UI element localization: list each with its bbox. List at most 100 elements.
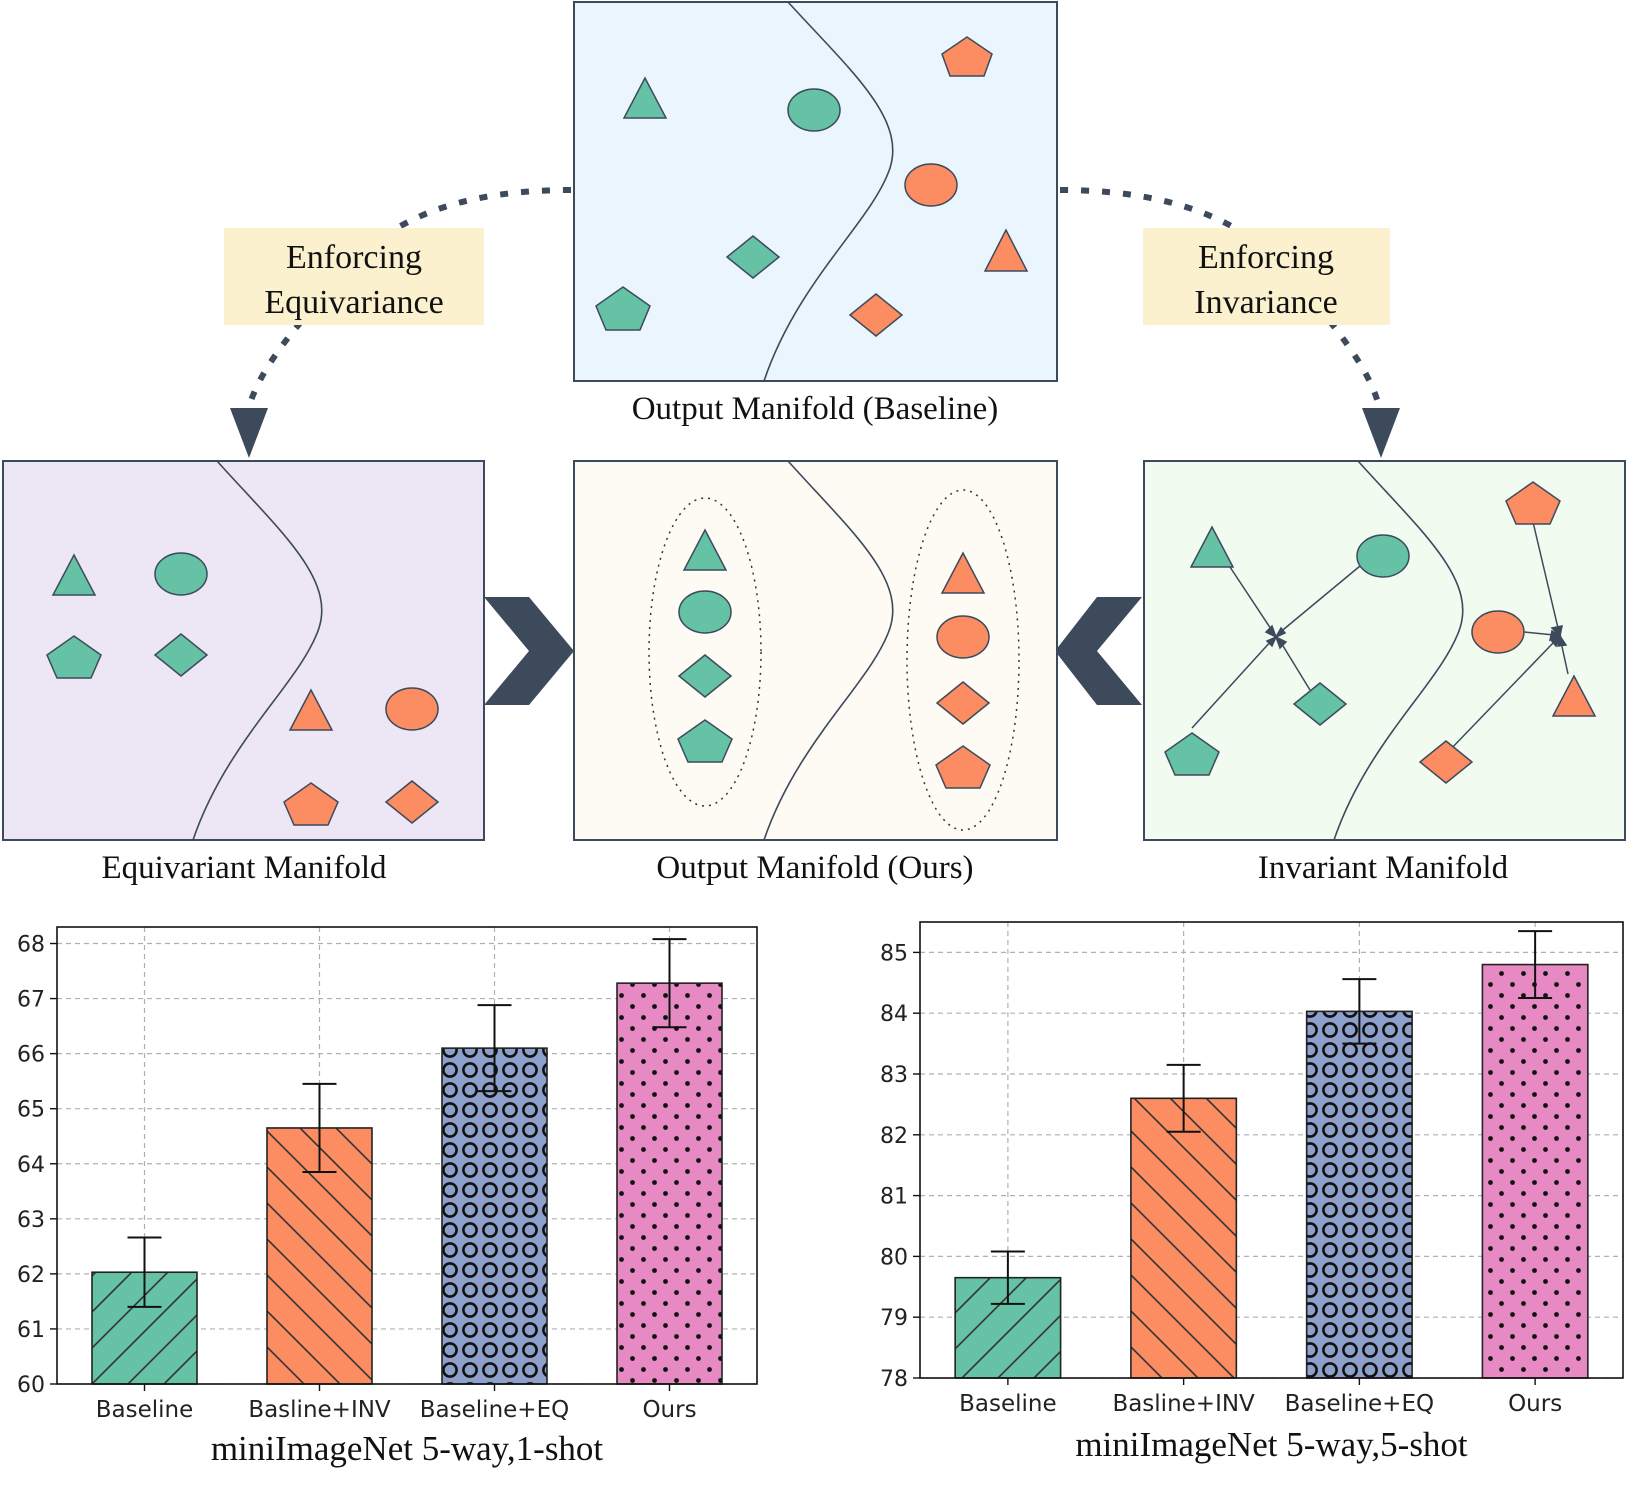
y-tick-label: 61 bbox=[17, 1318, 45, 1343]
error-bar-1 bbox=[990, 1250, 1025, 1305]
x-tick-label: Baseline+EQ bbox=[1285, 1391, 1434, 1417]
teal-pentagon-shape bbox=[677, 719, 733, 763]
ours-decision-boundary bbox=[763, 460, 894, 841]
equivariant-panel-label: Equivariant Manifold bbox=[101, 850, 387, 886]
y-tick-label: 82 bbox=[880, 1124, 908, 1149]
ours-manifold-panel bbox=[573, 460, 1058, 841]
bar-3-hatch bbox=[1305, 1010, 1413, 1379]
bar-4-hatch bbox=[1481, 963, 1589, 1379]
y-tick-label: 85 bbox=[880, 941, 908, 966]
error-bar-3 bbox=[1342, 978, 1377, 1045]
x-tick-label: Baseline bbox=[959, 1391, 1057, 1417]
left-chevron-arrow bbox=[1055, 597, 1142, 705]
y-tick-label: 68 bbox=[17, 933, 45, 958]
teal-diamond-shape bbox=[153, 633, 209, 677]
error-bar-4 bbox=[652, 938, 687, 1029]
teal-triangle-shape bbox=[682, 528, 728, 571]
bar-4-hatch bbox=[616, 982, 723, 1385]
baseline-manifold-panel bbox=[573, 1, 1058, 382]
invariance-label-line2: Invariance bbox=[1194, 284, 1337, 321]
error-bar-3 bbox=[477, 1004, 512, 1093]
teal-pentagon-shape bbox=[46, 635, 102, 679]
orange-circle-shape bbox=[904, 163, 958, 207]
error-bar-1 bbox=[127, 1236, 162, 1308]
orange-pentagon-shape bbox=[283, 782, 339, 826]
orange-pentagon-shape bbox=[941, 36, 993, 77]
teal-triangle-shape bbox=[51, 553, 97, 596]
orange-circle-shape bbox=[385, 687, 439, 731]
orange-circle-shape bbox=[936, 615, 990, 659]
orange-diamond-shape bbox=[1418, 740, 1474, 784]
y-tick-label: 60 bbox=[17, 1373, 45, 1398]
teal-diamond-shape bbox=[677, 654, 733, 698]
invariance-label-line1: Enforcing bbox=[1198, 239, 1334, 276]
teal-cluster-outline bbox=[648, 497, 762, 807]
orange-triangle-shape bbox=[983, 228, 1029, 272]
orange-diamond-shape bbox=[935, 681, 991, 725]
teal-circle-shape bbox=[787, 88, 841, 132]
orange-triangle-shape bbox=[1551, 674, 1597, 717]
baseline-panel-label: Output Manifold (Baseline) bbox=[632, 391, 999, 427]
teal-pentagon-shape bbox=[1164, 732, 1220, 776]
invariance-label-box: Enforcing Invariance bbox=[1143, 228, 1390, 325]
y-tick-label: 83 bbox=[880, 1063, 908, 1088]
teal-pentagon-shape bbox=[595, 286, 651, 331]
y-tick-label: 63 bbox=[17, 1208, 45, 1233]
y-tick-label: 65 bbox=[17, 1098, 45, 1123]
orange-cluster-outline bbox=[906, 489, 1020, 831]
orange-pentagon-shape bbox=[935, 745, 991, 789]
orange-pentagon-shape bbox=[1505, 481, 1561, 525]
ours-panel-label: Output Manifold (Ours) bbox=[656, 850, 973, 886]
equivariance-label-box: Enforcing Equivariance bbox=[224, 228, 484, 325]
orange-convergence-arrows bbox=[1447, 521, 1569, 753]
y-tick-label: 62 bbox=[17, 1263, 45, 1288]
y-tick-label: 80 bbox=[880, 1245, 908, 1270]
equivariant-decision-boundary bbox=[192, 460, 323, 841]
axes-frame bbox=[919, 921, 1624, 1379]
equivariance-label-line1: Enforcing bbox=[286, 239, 422, 276]
equivariance-arrowhead bbox=[230, 408, 268, 458]
teal-convergence-arrows bbox=[1191, 565, 1361, 729]
orange-triangle-shape bbox=[940, 551, 986, 594]
equivariant-manifold-panel bbox=[2, 460, 485, 841]
invariant-manifold-panel bbox=[1143, 460, 1626, 841]
teal-triangle-shape bbox=[1189, 525, 1235, 568]
orange-diamond-shape bbox=[384, 780, 440, 824]
chart-1-shot: 60 61 62 63 64 65 66 67 68 Baseline Basline+INV Bas… bbox=[17, 926, 758, 1468]
y-tick-label: 81 bbox=[880, 1185, 908, 1210]
y-tick-label: 78 bbox=[880, 1367, 908, 1392]
teal-circle-shape bbox=[1356, 534, 1410, 578]
invariant-panel-label: Invariant Manifold bbox=[1258, 850, 1509, 886]
teal-diamond-shape bbox=[725, 235, 781, 279]
x-tick-label: Basline+INV bbox=[1112, 1391, 1255, 1417]
teal-diamond-shape bbox=[1292, 682, 1348, 726]
invariance-arrowhead bbox=[1362, 408, 1400, 458]
chart-title: miniImageNet 5-way,1-shot bbox=[211, 1429, 604, 1468]
y-tick-label: 84 bbox=[880, 1002, 908, 1027]
right-chevron-arrow bbox=[484, 597, 574, 705]
invariant-decision-boundary bbox=[1333, 460, 1464, 841]
teal-triangle-shape bbox=[622, 76, 668, 119]
orange-triangle-shape bbox=[288, 688, 334, 731]
x-tick-label: Ours bbox=[1508, 1391, 1562, 1417]
error-bar-4 bbox=[1518, 930, 1553, 999]
orange-diamond-shape bbox=[848, 293, 904, 337]
bar-3-hatch bbox=[441, 1047, 548, 1385]
error-bar-2 bbox=[302, 1082, 337, 1174]
x-tick-label: Basline+INV bbox=[248, 1397, 391, 1423]
x-tick-label: Baseline+EQ bbox=[420, 1397, 569, 1423]
y-tick-label: 79 bbox=[880, 1306, 908, 1331]
x-tick-label: Ours bbox=[642, 1397, 696, 1423]
bar-2-hatch bbox=[1130, 1097, 1238, 1379]
chart-5-shot: 78 79 80 81 82 83 84 85 Baseline Basline+INV Basel… bbox=[880, 921, 1624, 1464]
error-bar-2 bbox=[1166, 1063, 1201, 1133]
teal-circle-shape bbox=[678, 590, 732, 634]
equivariance-label-line2: Equivariance bbox=[264, 284, 443, 321]
axes-frame bbox=[56, 926, 758, 1385]
y-tick-label: 66 bbox=[17, 1043, 45, 1068]
y-tick-label: 67 bbox=[17, 988, 45, 1013]
baseline-decision-boundary bbox=[763, 1, 894, 382]
chart-title: miniImageNet 5-way,5-shot bbox=[1075, 1425, 1468, 1464]
ours-panel-frame bbox=[573, 460, 1058, 841]
